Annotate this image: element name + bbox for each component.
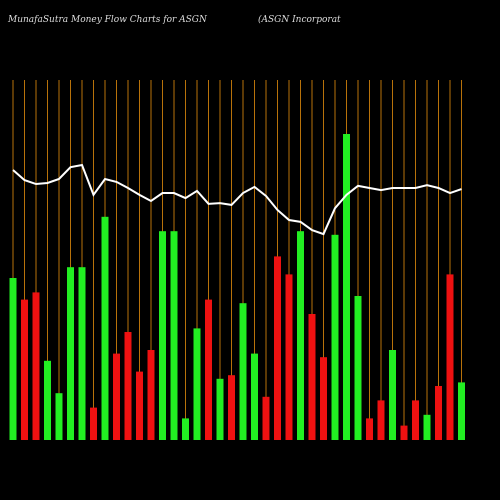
- bar: [21, 299, 28, 440]
- bar: [446, 274, 454, 440]
- bar: [400, 425, 408, 440]
- bar: [159, 231, 166, 440]
- bar: [78, 267, 86, 440]
- bar: [458, 382, 465, 440]
- bar: [412, 400, 419, 440]
- bar: [193, 328, 201, 440]
- chart-title: MunafaSutra Money Flow Charts for ASGN: [7, 15, 208, 25]
- bar: [377, 400, 385, 440]
- bar: [216, 378, 224, 440]
- bar: [101, 216, 109, 440]
- bar: [182, 418, 189, 440]
- bar: [320, 357, 327, 440]
- money-flow-line: [12, 163, 462, 236]
- bar: [297, 231, 304, 440]
- bar: [251, 353, 258, 440]
- bar: [435, 386, 442, 440]
- bar: [55, 393, 63, 440]
- bar: [205, 299, 212, 440]
- bar: [423, 414, 431, 440]
- bar: [9, 278, 17, 440]
- bar: [113, 353, 120, 440]
- bar: [285, 274, 293, 440]
- bar: [90, 407, 97, 440]
- bar: [274, 256, 281, 440]
- bar: [308, 314, 316, 440]
- bar: [366, 418, 373, 440]
- chart-subtitle: (ASGN Incorporat: [258, 14, 341, 25]
- bar: [67, 267, 74, 440]
- bar: [343, 134, 350, 440]
- bar: [239, 303, 247, 440]
- bar: [124, 332, 132, 440]
- bar: [354, 296, 362, 440]
- bar: [44, 360, 51, 440]
- bar: [389, 350, 396, 440]
- bar: [136, 371, 143, 440]
- bar: [170, 231, 178, 440]
- bar: [32, 292, 40, 440]
- bar: [331, 234, 339, 440]
- bar: [262, 396, 270, 440]
- bar: [228, 375, 235, 440]
- bar: [147, 350, 155, 440]
